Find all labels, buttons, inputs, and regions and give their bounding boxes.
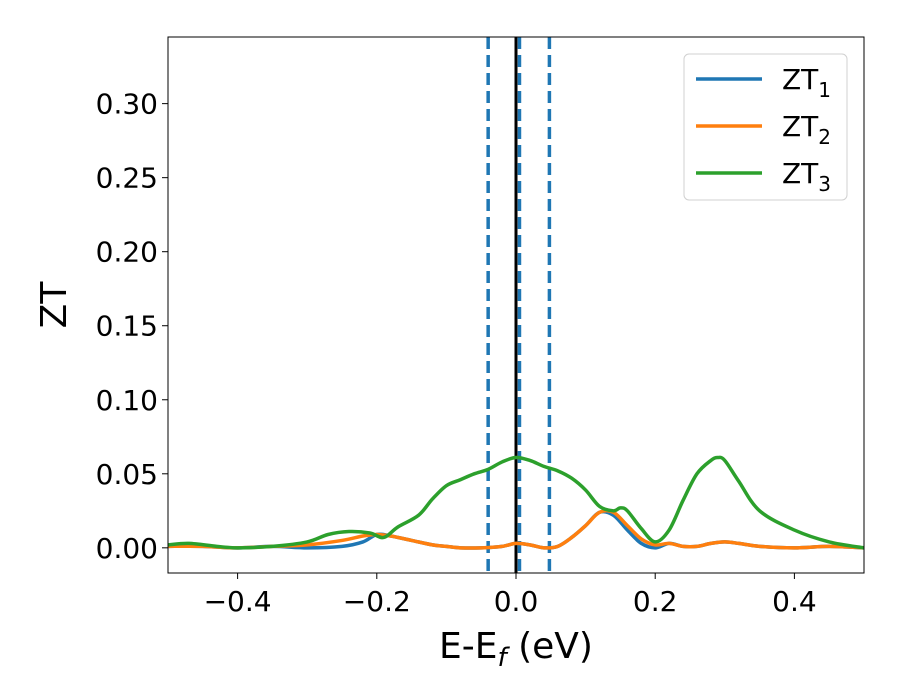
- x-tick-label: −0.2: [343, 585, 411, 618]
- x-axis-ticks: −0.4 −0.2 0.0 0.2 0.4: [204, 573, 817, 618]
- y-tick-label: 0.05: [96, 458, 158, 491]
- vertical-lines: [486, 37, 552, 573]
- x-tick-label: 0.2: [633, 585, 678, 618]
- y-tick-label: 0.25: [96, 162, 158, 195]
- x-axis-label: E-Ef (eV): [439, 626, 593, 673]
- x-tick-label: 0.4: [772, 585, 817, 618]
- y-tick-label: 0.20: [96, 236, 158, 269]
- x-tick-label: 0.0: [494, 585, 539, 618]
- y-tick-label: 0.15: [96, 310, 158, 343]
- legend-label-zt3: ZT3: [782, 157, 831, 196]
- series-line-zt2: [168, 508, 864, 550]
- legend-label-zt1: ZT1: [782, 63, 831, 102]
- y-tick-label: 0.00: [96, 532, 158, 565]
- legend-label-zt2: ZT2: [782, 110, 831, 149]
- y-tick-label: 0.30: [96, 88, 158, 121]
- legend: ZT1 ZT2 ZT3: [683, 53, 848, 201]
- y-axis-label: ZT: [34, 281, 75, 329]
- y-axis-ticks: 0.00 0.05 0.10 0.15 0.20 0.25 0.30: [96, 88, 168, 565]
- series-lines: [168, 455, 864, 550]
- legend-box: [683, 53, 848, 201]
- x-tick-label: −0.4: [204, 585, 272, 618]
- series-line-zt3: [168, 455, 864, 550]
- y-tick-label: 0.10: [96, 384, 158, 417]
